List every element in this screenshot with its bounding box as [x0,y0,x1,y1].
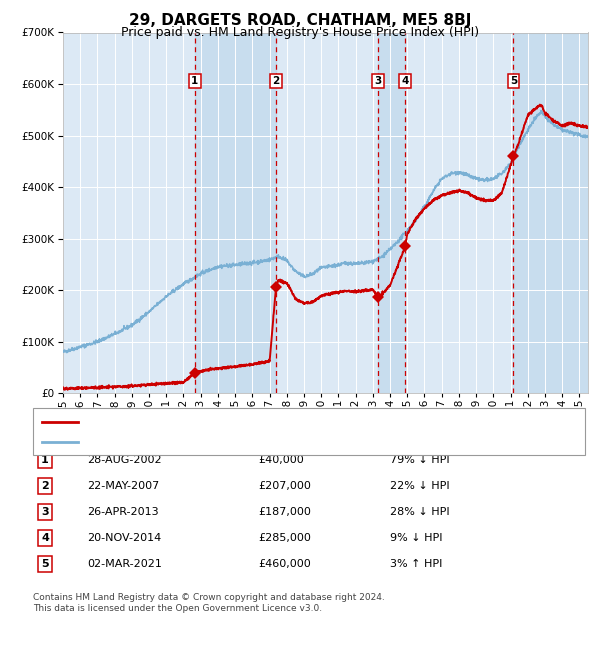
Text: 26-APR-2013: 26-APR-2013 [87,507,158,517]
Text: 2: 2 [41,481,49,491]
Text: 2: 2 [272,76,280,86]
Text: 3: 3 [375,76,382,86]
Text: £187,000: £187,000 [258,507,311,517]
Text: £207,000: £207,000 [258,481,311,491]
Text: 28-AUG-2002: 28-AUG-2002 [87,455,161,465]
Text: 4: 4 [401,76,409,86]
Bar [514,32,588,393]
Text: Price paid vs. HM Land Registry's House Price Index (HPI): Price paid vs. HM Land Registry's House … [121,26,479,39]
Text: 22% ↓ HPI: 22% ↓ HPI [390,481,449,491]
Text: 20-NOV-2014: 20-NOV-2014 [87,533,161,543]
Text: £460,000: £460,000 [258,559,311,569]
Text: 1: 1 [191,76,199,86]
Text: 3% ↑ HPI: 3% ↑ HPI [390,559,442,569]
Text: 4: 4 [41,533,49,543]
Text: 28% ↓ HPI: 28% ↓ HPI [390,507,449,517]
Text: 22-MAY-2007: 22-MAY-2007 [87,481,159,491]
Text: 29, DARGETS ROAD, CHATHAM, ME5 8BJ (detached house): 29, DARGETS ROAD, CHATHAM, ME5 8BJ (deta… [84,417,410,427]
Text: 02-MAR-2021: 02-MAR-2021 [87,559,162,569]
Text: £40,000: £40,000 [258,455,304,465]
Text: 9% ↓ HPI: 9% ↓ HPI [390,533,443,543]
Text: 79% ↓ HPI: 79% ↓ HPI [390,455,449,465]
Text: 5: 5 [41,559,49,569]
Text: 5: 5 [510,76,517,86]
Text: £285,000: £285,000 [258,533,311,543]
Bar [379,32,405,393]
Bar [194,32,276,393]
Text: HPI: Average price, detached house, Medway: HPI: Average price, detached house, Medw… [84,437,337,447]
Text: 29, DARGETS ROAD, CHATHAM, ME5 8BJ: 29, DARGETS ROAD, CHATHAM, ME5 8BJ [129,13,471,28]
Text: 3: 3 [41,507,49,517]
Text: 1: 1 [41,455,49,465]
Text: Contains HM Land Registry data © Crown copyright and database right 2024.
This d: Contains HM Land Registry data © Crown c… [33,593,385,613]
